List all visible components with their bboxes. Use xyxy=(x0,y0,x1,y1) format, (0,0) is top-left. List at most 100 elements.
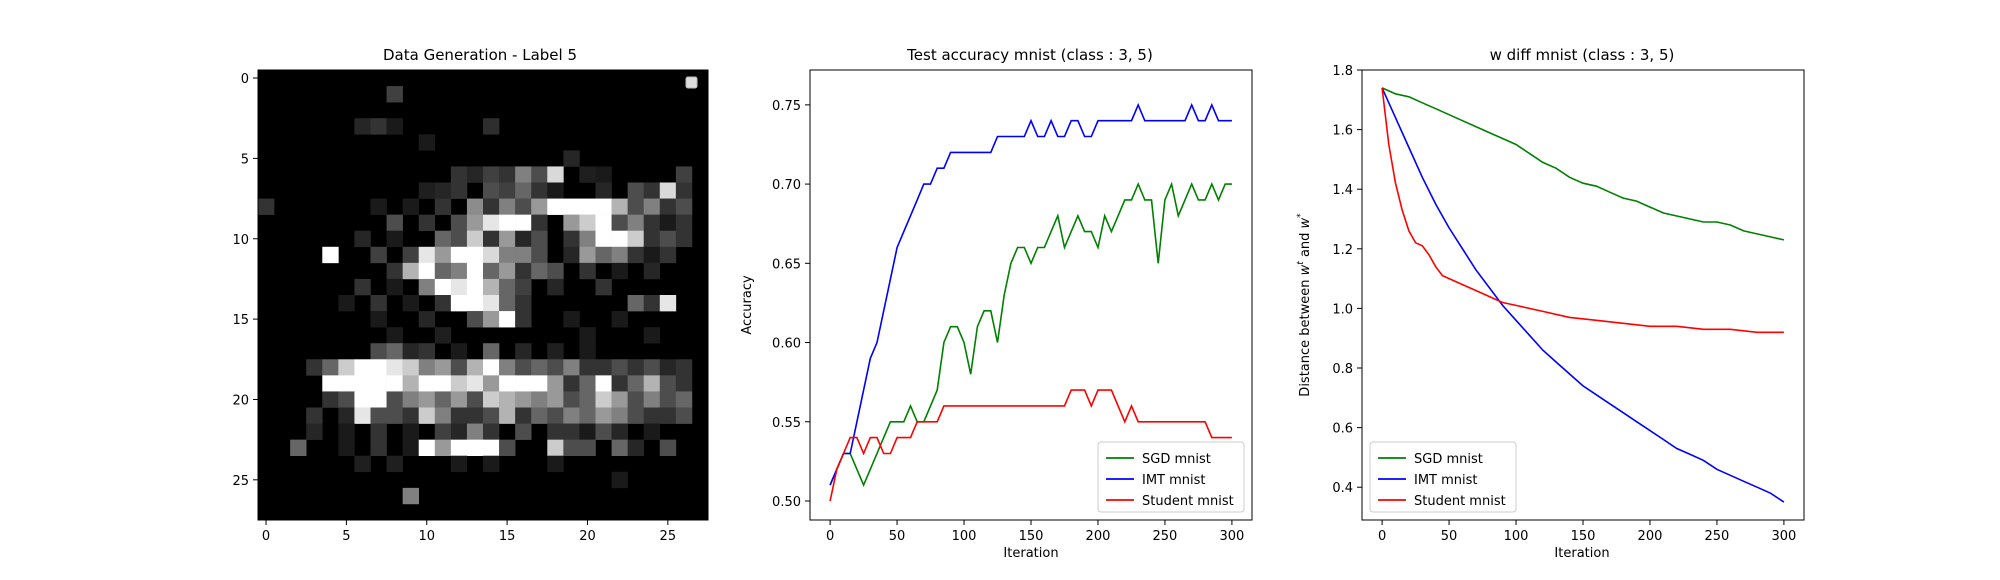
heatmap-cell xyxy=(659,182,677,199)
heatmap-cell xyxy=(595,214,612,232)
heatmap-cell xyxy=(595,423,612,440)
y-tick-label: 1.0 xyxy=(1332,302,1353,317)
heatmap-cell xyxy=(675,407,693,424)
heatmap-cell xyxy=(499,359,516,376)
heatmap-cell xyxy=(659,295,677,312)
accuracy-y-ticks: 0.50 0.55 0.60 0.65 0.70 0.75 xyxy=(772,99,810,510)
heatmap-cell xyxy=(531,359,548,376)
heatmap-cell xyxy=(434,262,452,280)
series-line xyxy=(829,181,1232,488)
heatmap-cell xyxy=(595,198,612,215)
heatmap-cell xyxy=(466,246,484,264)
heatmap-cell xyxy=(306,423,323,440)
x-tick-label: 300 xyxy=(1771,529,1796,544)
y-tick-label: 20 xyxy=(232,393,249,408)
x-tick-label: 25 xyxy=(660,529,677,544)
y-tick-label: 0.50 xyxy=(772,495,801,510)
heatmap-cell xyxy=(386,86,403,103)
x-tick-label: 0 xyxy=(262,529,270,544)
heatmap-cell xyxy=(450,391,468,408)
heatmap-cell xyxy=(499,407,516,424)
heatmap-cell xyxy=(547,391,564,408)
heatmap-cell xyxy=(515,423,532,440)
heatmap-cell xyxy=(675,375,693,392)
x-tick-label: 150 xyxy=(1571,529,1596,544)
heatmap-cell xyxy=(563,407,580,424)
heatmap-cell xyxy=(595,166,612,183)
heatmap-cell xyxy=(466,391,484,408)
heatmap-cell xyxy=(483,359,500,376)
heatmap-cell xyxy=(531,198,548,215)
y-tick-label: 5 xyxy=(241,152,249,167)
heatmap-cell xyxy=(643,327,661,344)
heatmap-cell xyxy=(466,423,484,440)
heatmap-cell xyxy=(450,230,468,248)
heatmap-cell xyxy=(579,262,596,280)
heatmap-cell xyxy=(499,375,516,392)
heatmap-cell xyxy=(515,391,532,408)
heatmap-cell xyxy=(547,455,564,473)
heatmap-cell xyxy=(418,391,436,408)
heatmap-cell xyxy=(434,391,452,408)
heatmap-cell xyxy=(370,407,387,424)
heatmap-cell xyxy=(515,166,532,183)
heatmap-cell xyxy=(675,391,693,408)
legend-box xyxy=(1369,441,1517,513)
heatmap-cell xyxy=(515,182,532,199)
ylabel-w1: w xyxy=(1298,264,1313,275)
heatmap-cell xyxy=(595,375,612,392)
heatmap-cell xyxy=(499,439,516,457)
heatmap-cell xyxy=(483,262,500,280)
heatmap-cell xyxy=(611,198,628,215)
heatmap-cell xyxy=(386,327,403,344)
heatmap-cell xyxy=(563,359,580,376)
heatmap-cell xyxy=(627,246,645,264)
ylabel-part-1: Distance between xyxy=(1298,275,1313,396)
series-line xyxy=(1381,87,1784,334)
heatmap-cell xyxy=(579,375,596,392)
heatmap-cell xyxy=(370,295,387,312)
heatmap-cell xyxy=(627,295,645,312)
heatmap-cell xyxy=(611,439,628,457)
heatmap-cell xyxy=(434,295,452,312)
heatmap-cell xyxy=(499,182,516,199)
heatmap-cell xyxy=(611,246,628,264)
heatmap-cell xyxy=(515,262,532,280)
heatmap-cell xyxy=(466,311,484,328)
heatmap-cell xyxy=(627,439,645,457)
wdiff-lines xyxy=(1381,87,1785,503)
heatmap-cell xyxy=(434,198,452,215)
heatmap-cell xyxy=(627,407,645,424)
heatmap-cell xyxy=(659,230,677,248)
heatmap-cell xyxy=(402,375,420,392)
accuracy-y-label: Accuracy xyxy=(740,275,755,335)
y-tick-label: 0 xyxy=(241,72,249,87)
y-tick-label: 0.65 xyxy=(772,257,801,272)
heatmap-cell xyxy=(643,198,661,215)
heatmap-cell xyxy=(659,246,677,264)
x-tick-label: 15 xyxy=(499,529,516,544)
heatmap-cell xyxy=(418,134,436,151)
heatmap-cell xyxy=(531,230,548,248)
ylabel-sup-t: t xyxy=(1296,261,1306,265)
heatmap-cell xyxy=(563,391,580,408)
heatmap-cell xyxy=(515,295,532,312)
heatmap-cell xyxy=(402,487,420,505)
y-tick-label: 1.4 xyxy=(1332,183,1353,198)
heatmap-cell xyxy=(402,391,420,408)
heatmap-cell xyxy=(354,230,371,248)
heatmap-cell xyxy=(499,278,516,296)
heatmap-cell xyxy=(483,311,500,328)
heatmap-cell xyxy=(643,262,661,280)
heatmap-cell xyxy=(579,423,596,440)
heatmap-cell xyxy=(450,214,468,232)
heatmap-cell xyxy=(354,407,371,424)
heatmap-cell xyxy=(611,407,628,424)
series-line xyxy=(1381,87,1785,503)
x-tick-label: 150 xyxy=(1019,529,1044,544)
y-tick-label: 0.4 xyxy=(1332,481,1353,496)
heatmap-cell xyxy=(547,423,564,440)
y-tick-label: 1.6 xyxy=(1332,124,1353,139)
heatmap-cell xyxy=(483,214,500,232)
heatmap-cell xyxy=(354,455,371,473)
